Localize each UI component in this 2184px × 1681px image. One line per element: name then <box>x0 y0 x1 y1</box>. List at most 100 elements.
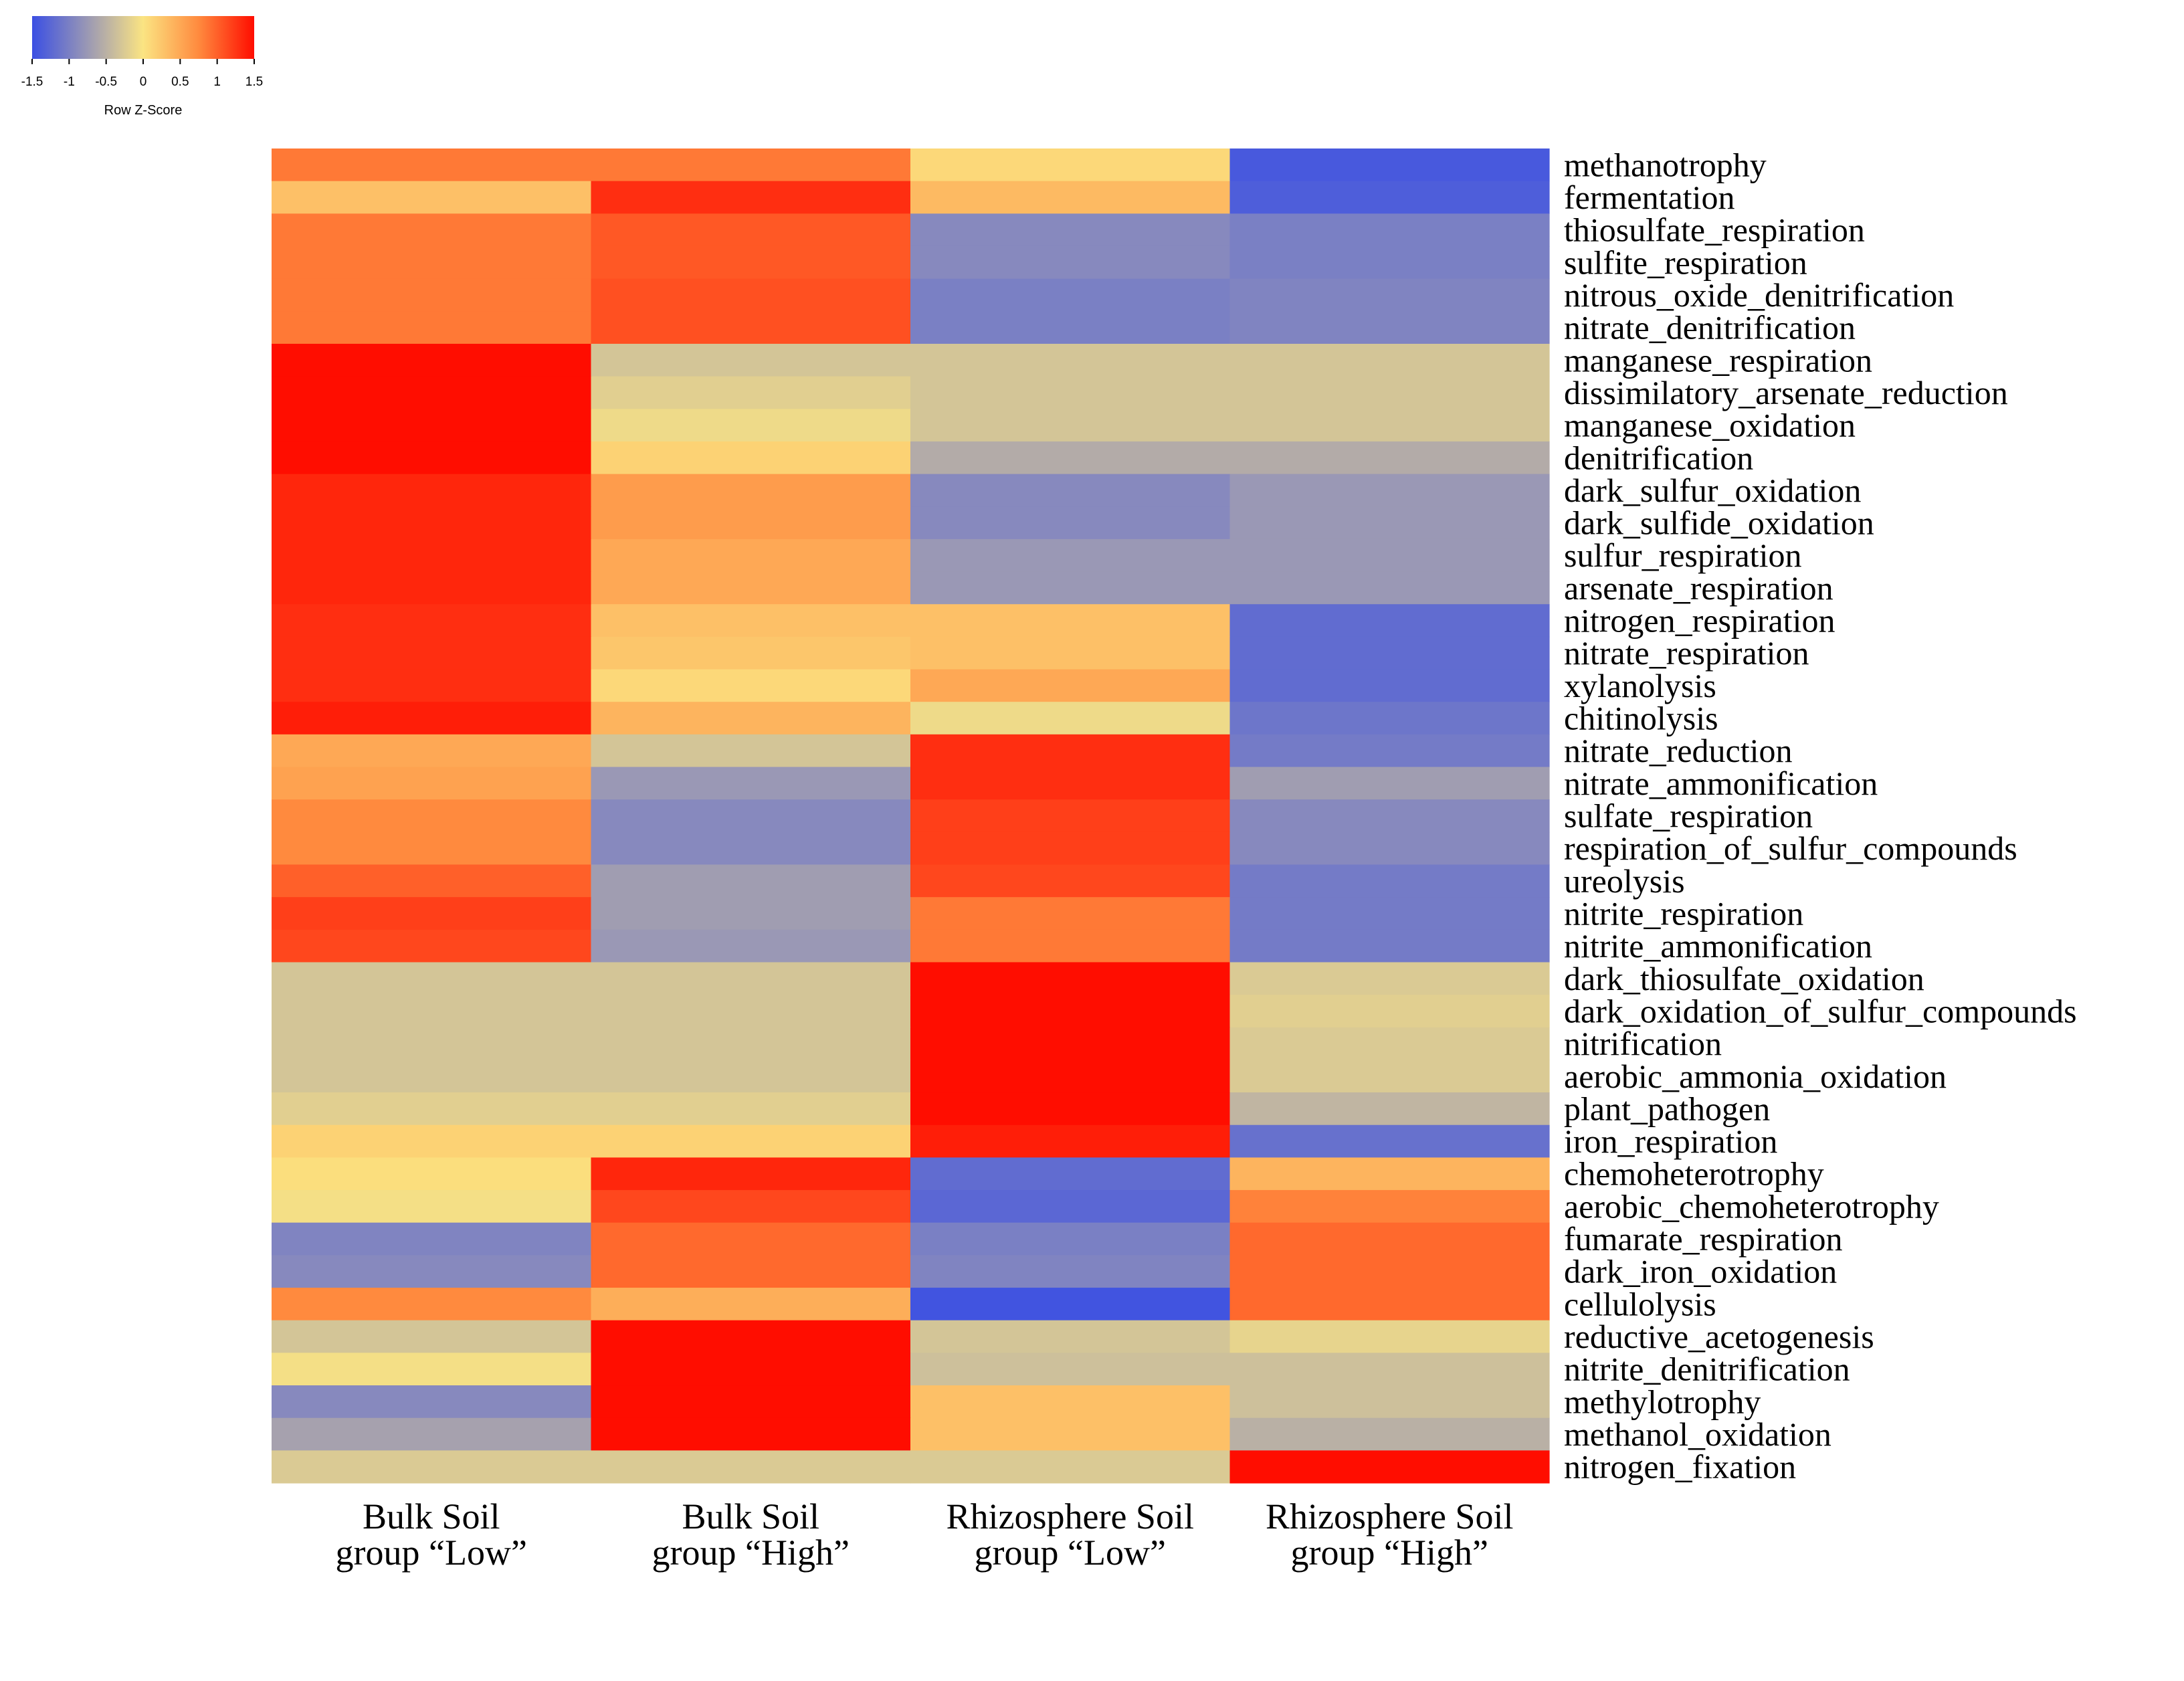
heatmap-cell <box>1229 1353 1550 1386</box>
heatmap-cell <box>910 799 1231 833</box>
heatmap-cell <box>591 409 911 442</box>
heatmap-cell <box>272 376 592 409</box>
column-label-line1: Rhizosphere Soil <box>1266 1496 1513 1537</box>
heatmap-cell <box>272 311 592 344</box>
heatmap-cell <box>1229 1060 1550 1093</box>
heatmap-cell <box>910 1288 1231 1321</box>
heatmap-cell <box>910 311 1231 344</box>
heatmap-cell <box>272 538 592 573</box>
column-label-line2: group “High” <box>652 1532 850 1573</box>
heatmap-cell <box>272 929 592 963</box>
heatmap-cell <box>910 1157 1231 1191</box>
heatmap-cell <box>910 1450 1231 1484</box>
heatmap-cell <box>1229 311 1550 344</box>
heatmap-cell <box>591 441 911 475</box>
row-label: sulfite_respiration <box>1564 243 1807 281</box>
heatmap-cell <box>591 636 911 670</box>
heatmap-cell <box>272 181 592 214</box>
heatmap-cell <box>591 571 911 605</box>
heatmap-cell <box>910 149 1231 182</box>
heatmap-cell <box>1229 669 1550 702</box>
heatmap-cell <box>272 278 592 312</box>
heatmap-cell <box>1229 278 1550 312</box>
heatmap-cell <box>272 1222 592 1256</box>
heatmap-cell <box>1229 1092 1550 1126</box>
row-label: thiosulfate_respiration <box>1564 211 1865 249</box>
heatmap-cell <box>910 474 1231 507</box>
heatmap-cell <box>591 995 911 1028</box>
heatmap-cell <box>591 767 911 800</box>
heatmap-cell <box>910 1124 1231 1159</box>
row-label: manganese_oxidation <box>1564 407 1856 444</box>
color-key: -1.5 -1 -0.5 0 0.5 1 1.5 Row Z-Score <box>21 16 263 118</box>
heatmap-cell <box>910 1027 1231 1061</box>
heatmap-cell <box>910 1190 1231 1223</box>
heatmap-cell <box>910 1353 1231 1386</box>
heatmap-cell <box>591 897 911 930</box>
heatmap-cell <box>591 1060 911 1093</box>
heatmap-cell <box>591 538 911 573</box>
heatmap-cell <box>272 571 592 605</box>
heatmap-cell <box>1229 1288 1550 1321</box>
heatmap-cell <box>910 1320 1231 1353</box>
heatmap-cell <box>1229 343 1550 377</box>
heatmap-cell <box>272 702 592 735</box>
heatmap-cell <box>1229 245 1550 280</box>
heatmap-cell <box>591 278 911 312</box>
heatmap-cell <box>910 441 1231 475</box>
heatmap-cell <box>1229 1157 1550 1191</box>
heatmap-cell <box>591 1190 911 1223</box>
row-label: nitrate_reduction <box>1564 732 1793 769</box>
heatmap-cell <box>591 1255 911 1288</box>
heatmap-cell <box>910 897 1231 930</box>
heatmap-cell <box>591 1385 911 1419</box>
heatmap-cell <box>272 1320 592 1353</box>
heatmap-cell <box>272 734 592 768</box>
heatmap-cell <box>591 474 911 507</box>
heatmap-cell <box>272 767 592 800</box>
heatmap-cell <box>272 1027 592 1061</box>
heatmap-cell <box>910 1417 1231 1451</box>
heatmap-cell <box>1229 474 1550 507</box>
row-label: nitrate_ammonification <box>1564 765 1878 802</box>
color-key-tick-label: 1 <box>213 75 221 89</box>
heatmap-cell <box>1229 571 1550 605</box>
heatmap-cell <box>910 376 1231 409</box>
heatmap-cell <box>591 506 911 540</box>
row-label: nitrous_oxide_denitrification <box>1564 276 1954 314</box>
heatmap-cells <box>272 149 1550 1484</box>
row-label: nitrite_denitrification <box>1564 1351 1850 1388</box>
heatmap-cell <box>910 1092 1231 1126</box>
column-label-line1: Bulk Soil <box>682 1496 819 1537</box>
column-label-line1: Bulk Soil <box>363 1496 500 1537</box>
heatmap-cell <box>910 278 1231 312</box>
heatmap-cell <box>272 1417 592 1451</box>
row-label: aerobic_ammonia_oxidation <box>1564 1058 1947 1095</box>
heatmap-cell <box>272 149 592 182</box>
color-key-tick-label: 0.5 <box>171 75 189 89</box>
heatmap-cell <box>591 1417 911 1451</box>
row-label: nitrate_denitrification <box>1564 309 1856 347</box>
heatmap-cell <box>272 1288 592 1321</box>
row-label: denitrification <box>1564 439 1753 476</box>
heatmap-cell <box>591 149 911 182</box>
row-label: dark_iron_oxidation <box>1564 1253 1837 1290</box>
heatmap-cell <box>591 343 911 377</box>
heatmap-cell <box>910 604 1231 637</box>
heatmap-cell <box>910 1255 1231 1288</box>
row-label: manganese_respiration <box>1564 341 1872 379</box>
row-label: nitrogen_respiration <box>1564 602 1835 639</box>
heatmap-cell <box>272 995 592 1028</box>
heatmap-cell <box>910 929 1231 963</box>
column-label-line1: Rhizosphere Soil <box>947 1496 1194 1537</box>
heatmap-cell <box>591 799 911 833</box>
row-label: respiration_of_sulfur_compounds <box>1564 829 2017 867</box>
heatmap-cell <box>272 831 592 866</box>
color-key-ticks: -1.5 -1 -0.5 0 0.5 1 1.5 <box>21 59 263 89</box>
heatmap-cell <box>1229 1190 1550 1223</box>
row-label: xylanolysis <box>1564 667 1716 704</box>
row-label: dark_oxidation_of_sulfur_compounds <box>1564 992 2077 1029</box>
heatmap-cell <box>910 1060 1231 1093</box>
heatmap-cell <box>272 864 592 898</box>
